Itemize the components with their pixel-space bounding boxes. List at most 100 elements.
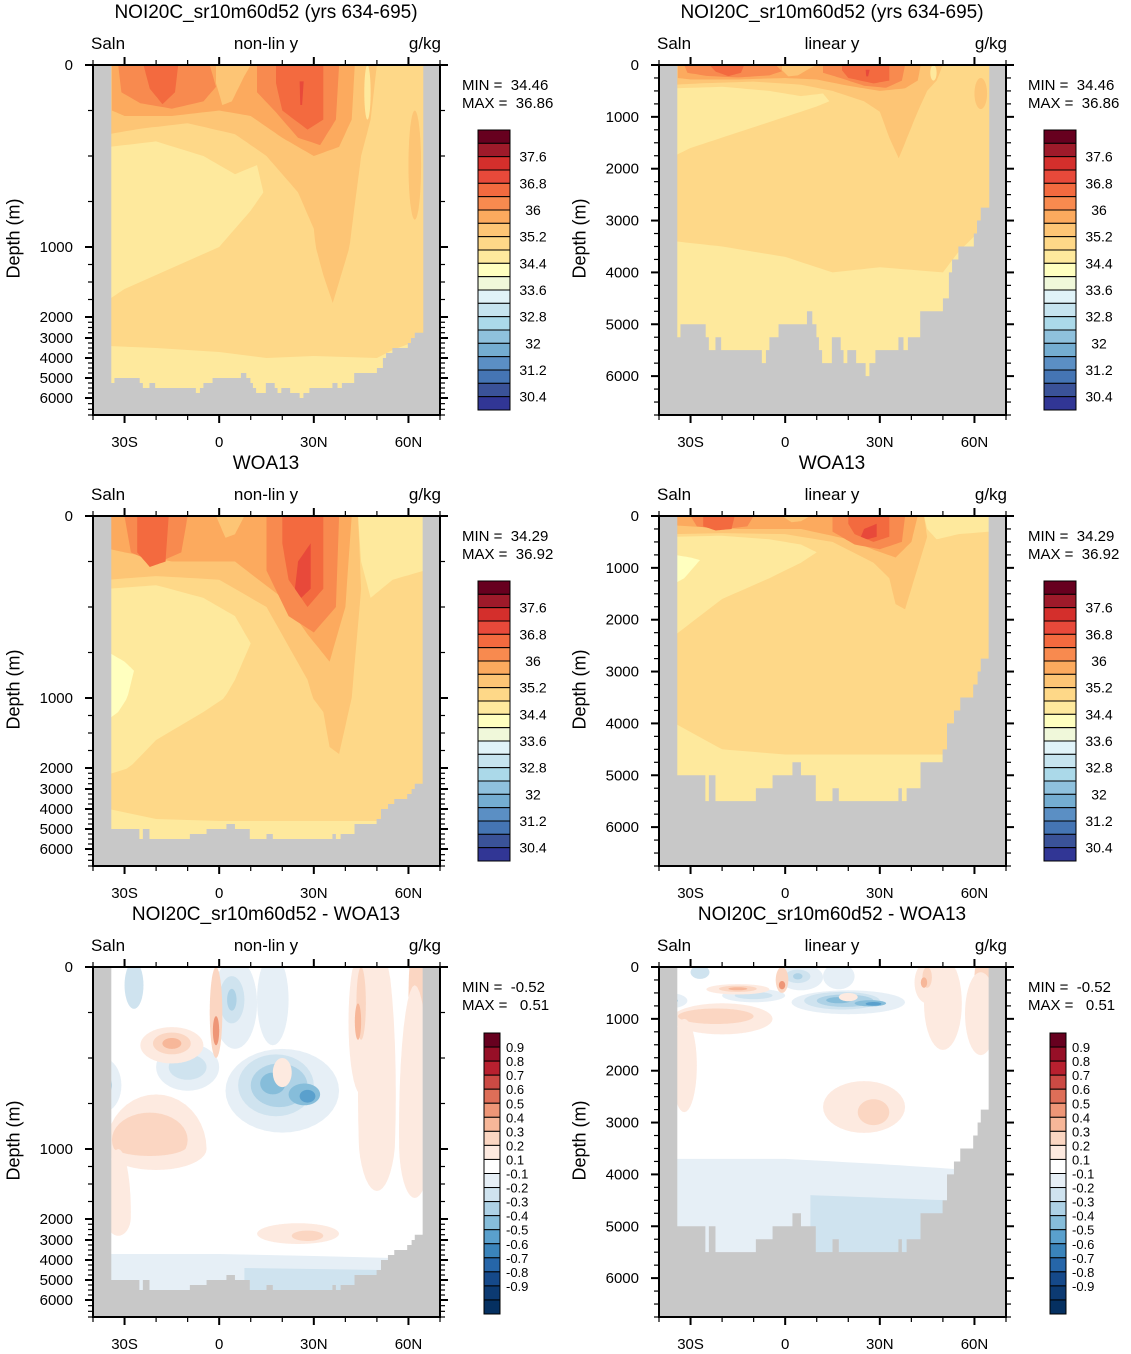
colorbar-box [483,1257,501,1273]
y-tick-label: 6000 [40,841,73,858]
max-label: MAX = 36.92 [462,546,554,563]
colorbar-label: 34.4 [519,706,546,722]
colorbar-label: -0.5 [1072,1223,1094,1238]
bathymetry-mask [659,516,1006,866]
contour-fill [674,535,817,636]
colorbar-label: -0.1 [1072,1167,1094,1182]
colorbar-box [477,780,511,795]
colorbar-label: -0.9 [1072,1279,1094,1294]
colorbar-box [477,713,511,729]
contour-fill [354,1003,362,1040]
contour-fill [408,110,422,220]
colorbar-box [483,1215,501,1231]
y-tick-label: 3000 [40,781,73,798]
colorbar-label: 0.1 [1072,1152,1090,1167]
colorbar-box [477,262,511,278]
colorbar-box [477,316,511,331]
section-panel-5: NOI20C_sr10m60d52 - WOA13 Saln non-lin y… [0,902,566,1353]
variable-label: Saln [91,34,126,53]
y-tick-label: 4000 [606,1166,639,1183]
y-tick-label: 1000 [40,1141,73,1158]
colorbar-box [1043,302,1077,318]
contour-fill [294,543,311,598]
y-tick-label: 6000 [606,819,639,836]
colorbar-box [1043,209,1077,224]
contour-fill [124,967,144,1009]
contour-fill [930,65,937,81]
units-label: g/kg [974,34,1007,53]
contour-fill [778,981,786,990]
variable-label: Saln [91,936,126,955]
colorbar-box [477,700,511,715]
colorbar-box [477,647,511,662]
colorbar-label: 0.4 [1072,1110,1090,1125]
contour-fill [775,967,789,993]
colorbar-label: 0.9 [506,1040,524,1055]
colorbar-box [477,209,511,224]
colorbar-box [1049,1158,1067,1175]
colorbar-box [1043,249,1077,264]
units-label: g/kg [974,485,1007,504]
colorbar-box [483,1229,501,1245]
colorbar-box [1049,1116,1067,1132]
colorbar-box [1043,182,1077,198]
colorbar-label: 0.3 [1072,1124,1090,1139]
contour-fills [659,516,1006,866]
contour-fill [838,992,858,1002]
plot-frame [92,515,441,867]
contour-fill [227,988,237,1011]
colorbar-box [1043,660,1077,675]
y-tick-label: 3000 [606,1115,639,1132]
colorbar-box [483,1285,501,1301]
colorbar-label: 35.2 [1085,229,1112,245]
colorbar-label: 36 [525,653,541,669]
y-tick-label: 5000 [606,316,639,333]
axis-mode-label: non-lin y [233,34,299,53]
contour-fill [865,1002,882,1006]
colorbar-box [1049,1215,1067,1231]
colorbar-label: 36.8 [1085,626,1112,642]
colorbar-box [477,182,511,198]
colorbar-box [477,687,511,702]
colorbar-label: 36 [1091,202,1107,218]
colorbar-label: 0.1 [506,1152,524,1167]
colorbar-label: 36 [525,202,541,218]
colorbar-label: 30.4 [519,389,546,405]
colorbar-box [477,740,511,755]
colorbar-label: 0.4 [506,1110,524,1125]
colorbar-box [1049,1229,1067,1245]
colorbar-box [477,289,511,304]
min-label: MIN = 34.46 [462,77,549,94]
colorbar: 37.6 36.8 36 35.2 34.4 33.6 32.8 32 31.2 30.4 [477,580,547,862]
min-label: MIN = 34.46 [1028,77,1115,94]
colorbar-label: 37.6 [1085,600,1112,616]
colorbar-box [1043,342,1077,358]
colorbar: 37.6 36.8 36 35.2 34.4 33.6 32.8 32 31.2 30.4 [1043,580,1113,862]
colorbar-label: 32.8 [519,760,546,776]
contour-plot: 30S 0 30N 60N010002000300040005000600037.63… [40,508,547,902]
y-tick-label: 0 [631,508,639,525]
contour-fill [108,141,264,300]
colorbar-box [477,660,511,675]
colorbar-box [1043,833,1077,849]
y-tick-label: 2000 [40,760,73,777]
colorbar-box [477,820,511,835]
colorbar-box [1043,236,1077,251]
min-label: MIN = 34.29 [1028,528,1115,545]
contour-plot: 30S 0 30N 60N010002000300040005000600037.63… [40,57,547,451]
max-label: MAX = 0.51 [1028,997,1116,1014]
colorbar-box [477,580,511,595]
plot-frame [92,966,441,1318]
colorbar: 0.90.80.70.60.50.40.30.20.1-0.1-0.2-0.3-… [1049,1032,1094,1315]
colorbar: 0.90.80.70.60.50.40.30.20.1-0.1-0.2-0.3-… [483,1032,528,1315]
colorbar-label: 0.5 [506,1096,524,1111]
contour-plot: 30S 0 30N 60N01000200030004000500060000.90.… [40,959,528,1353]
y-tick-label: 0 [65,57,73,74]
y-tick-label: 6000 [40,1292,73,1309]
colorbar-label: -0.5 [506,1223,528,1238]
contour-fills [93,516,440,866]
colorbar-box [477,767,511,782]
colorbar-label: 0.7 [1072,1068,1090,1083]
colorbar-box [483,1187,501,1203]
y-tick-label: 5000 [606,1218,639,1235]
